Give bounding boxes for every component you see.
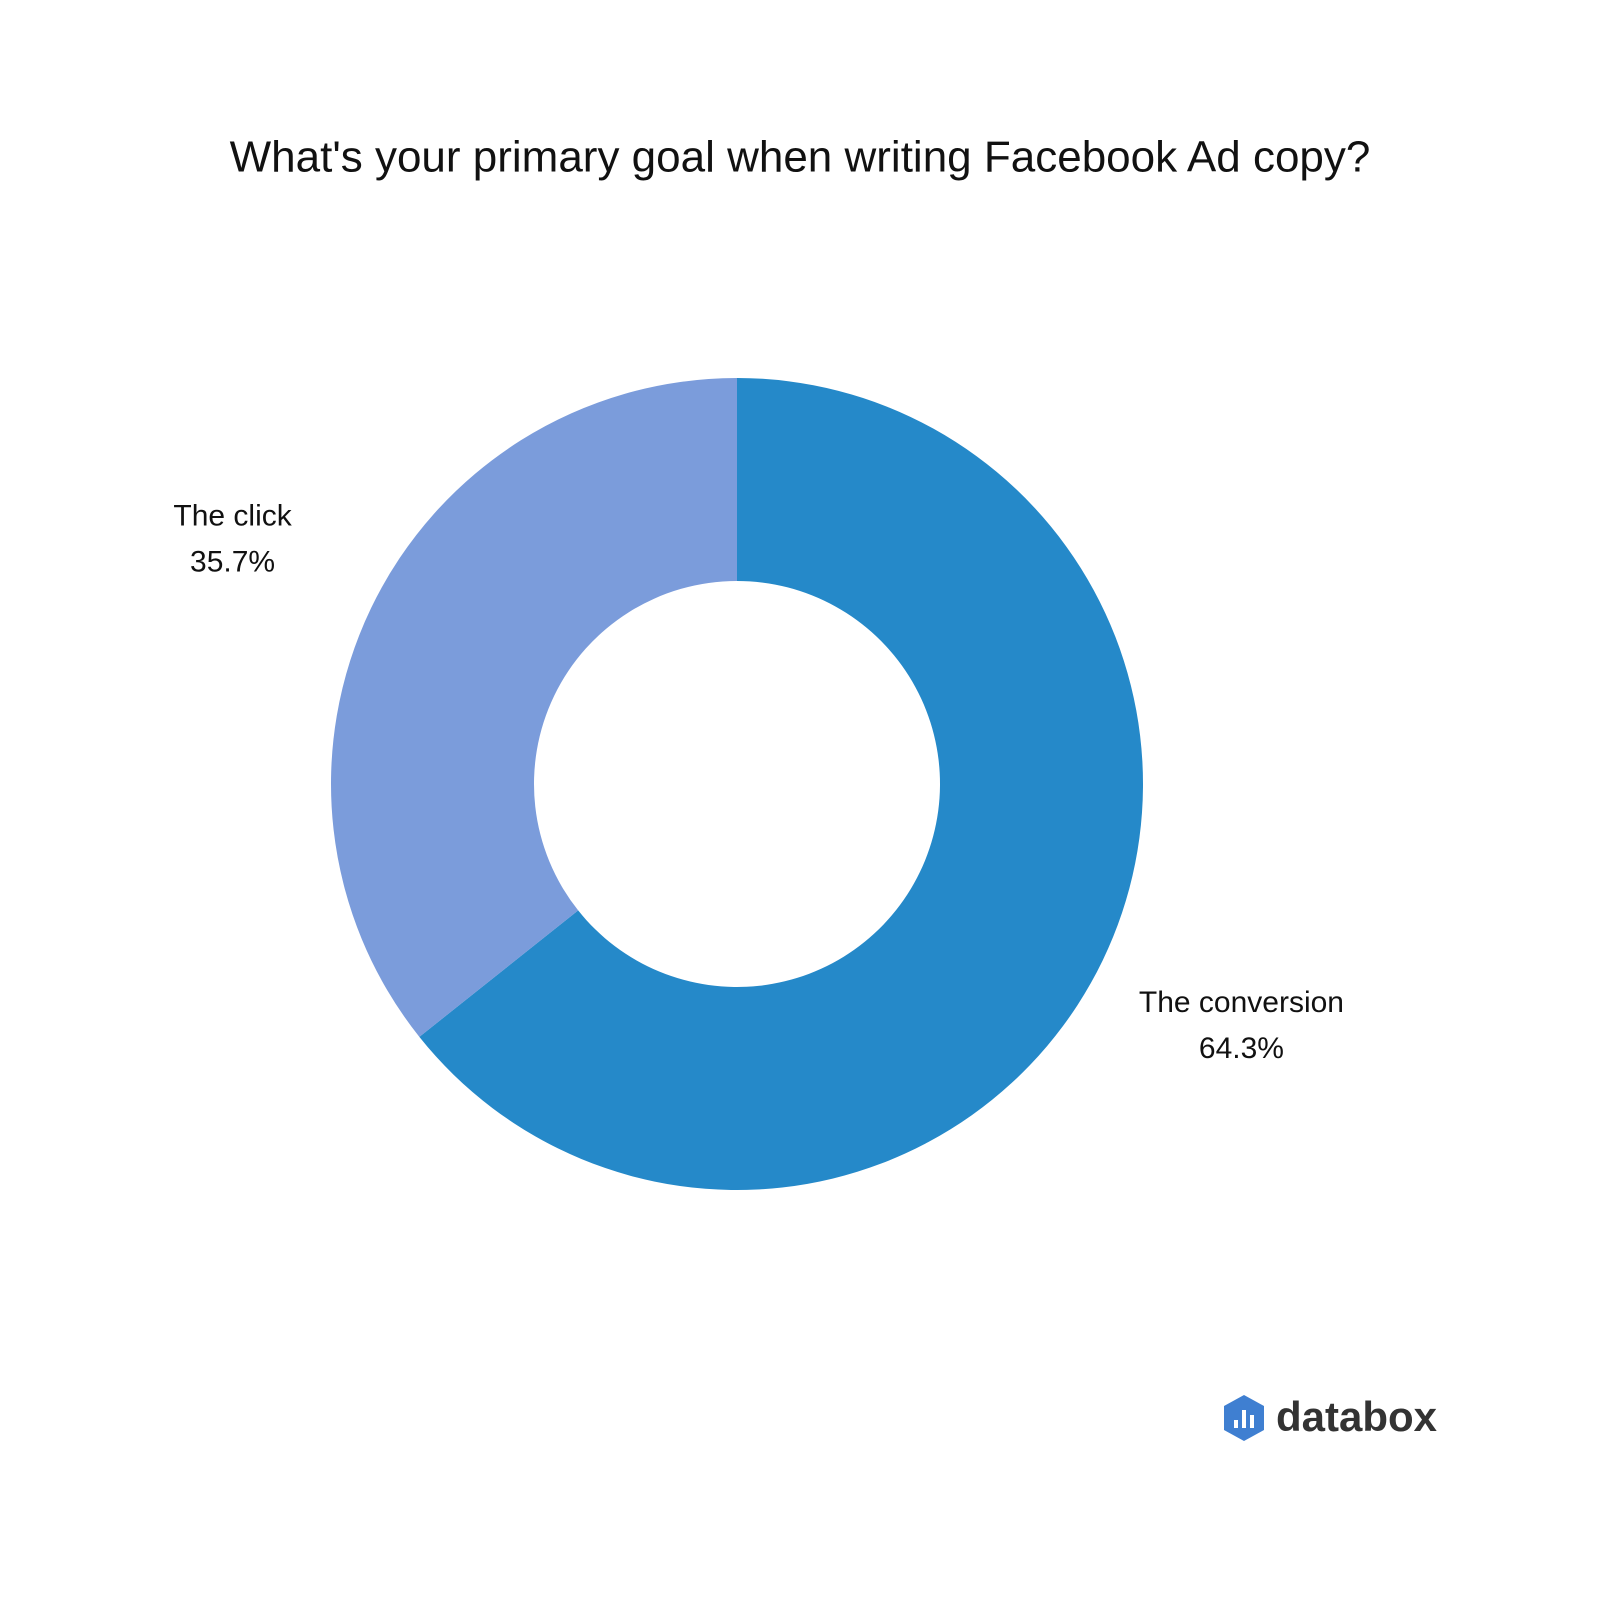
slice-value-label: 35.7%: [190, 546, 275, 579]
logo-bar: [1242, 1410, 1246, 1428]
donut-slice: [419, 378, 1143, 1191]
chart-title: What's your primary goal when writing Fa…: [230, 133, 1371, 182]
brand-name: databox: [1276, 1393, 1438, 1440]
slice-value-label: 64.3%: [1199, 1032, 1284, 1065]
brand-logo: databox: [1224, 1393, 1438, 1441]
logo-bar: [1250, 1415, 1254, 1428]
slice-label: The conversion: [1139, 986, 1344, 1019]
logo-bar: [1234, 1420, 1238, 1428]
slice-label: The click: [173, 500, 292, 533]
donut-slice: [331, 378, 737, 1037]
